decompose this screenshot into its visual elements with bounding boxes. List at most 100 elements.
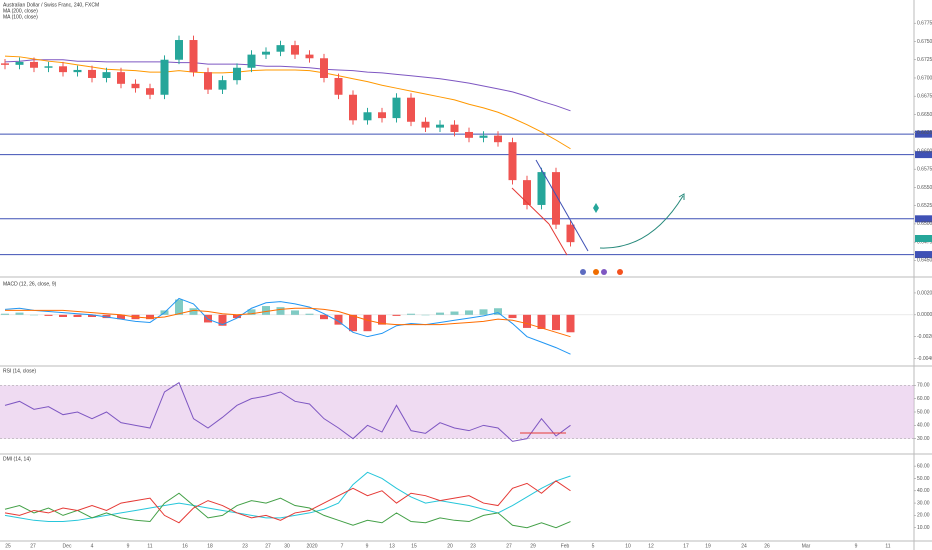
candle-body (537, 172, 546, 205)
histogram-bar (552, 314, 560, 331)
histogram-bar (189, 308, 198, 315)
x-tick-label: 9 (127, 543, 130, 549)
legend-entry: MA (200, close) (3, 8, 38, 14)
candle-body (276, 45, 285, 52)
y-tick-label: 0.00200 (917, 290, 932, 296)
histogram-bar (421, 314, 430, 316)
candle-body (320, 58, 328, 78)
candle-body (494, 135, 502, 143)
candle-body (160, 59, 169, 95)
level-tag (915, 215, 932, 223)
histogram-bar (508, 314, 517, 319)
candle-body (363, 112, 372, 121)
histogram-bar (117, 314, 125, 320)
candle-body (131, 83, 140, 89)
x-tick-label: 23 (470, 543, 476, 549)
level-tag (915, 151, 932, 159)
candle-body (44, 66, 53, 68)
histogram-bar (262, 306, 270, 315)
x-tick-label: 2020 (306, 543, 317, 549)
candle-body (189, 40, 198, 73)
diamond-marker (593, 203, 599, 213)
candle-body (291, 45, 299, 55)
histogram-bar (247, 309, 256, 315)
x-tick-label: 25 (5, 543, 11, 549)
histogram-bar (494, 308, 502, 315)
event-icon[interactable] (617, 269, 623, 275)
candle-body (59, 66, 67, 73)
y-tick-label: 60.00 (917, 396, 930, 402)
histogram-bar (465, 310, 473, 315)
histogram-bar (537, 314, 546, 330)
candle-body (1, 63, 9, 65)
histogram-bar (44, 314, 53, 316)
histogram-bar (291, 310, 299, 315)
histogram-bar (407, 313, 415, 315)
x-tick-label: 19 (705, 543, 711, 549)
histogram-bar (102, 314, 111, 319)
candle-body (566, 224, 575, 243)
candle-body (392, 97, 401, 119)
level-tag (915, 130, 932, 138)
arrow-head (678, 193, 685, 200)
x-tick-label: 12 (648, 543, 654, 549)
y-tick-label: 0.67750 (917, 21, 932, 27)
x-tick-label: 26 (764, 543, 770, 549)
pane-title: RSI (14, close) (3, 368, 36, 374)
candle-body (73, 69, 82, 73)
candle-body (218, 80, 227, 90)
y-tick-label: 30.00 (917, 500, 930, 506)
macd-line (5, 307, 571, 338)
y-tick-label: 20.00 (917, 513, 930, 519)
candle-body (305, 54, 314, 59)
histogram-bar (450, 311, 459, 315)
histogram-bar (30, 314, 38, 316)
x-tick-label: 9 (855, 543, 858, 549)
y-tick-label: 50.00 (917, 476, 930, 482)
event-icon[interactable] (580, 269, 586, 275)
macd-line (4, 297, 571, 355)
candle-body (508, 142, 517, 181)
x-tick-label: 7 (341, 543, 344, 549)
indicator-line (4, 480, 571, 524)
x-tick-label: 18 (207, 543, 213, 549)
x-tick-label: 11 (885, 543, 890, 549)
x-tick-label: 30 (284, 543, 290, 549)
candle-body (175, 40, 183, 60)
band (0, 385, 914, 439)
event-icon[interactable] (601, 269, 607, 275)
y-tick-label: -0.00200 (917, 334, 932, 340)
candle-body (204, 72, 212, 90)
candle-body (88, 69, 96, 78)
x-tick-label: 10 (625, 543, 631, 549)
x-tick-label: Feb (561, 543, 570, 549)
y-tick-label: 10.00 (917, 525, 930, 531)
histogram-bar (363, 314, 372, 332)
candle-body (247, 54, 256, 68)
pane-title: DMI (14, 14) (3, 456, 31, 462)
projection-arrow (599, 195, 684, 249)
y-tick-label: 30.00 (917, 436, 930, 442)
x-tick-label: 9 (366, 543, 369, 549)
event-icon[interactable] (593, 269, 599, 275)
histogram-bar (334, 314, 343, 325)
histogram-bar (1, 313, 9, 315)
x-tick-label: 17 (683, 543, 689, 549)
x-tick-label: 13 (389, 543, 395, 549)
x-tick-label: 24 (741, 543, 747, 549)
histogram-bar (88, 314, 96, 317)
histogram-bar (175, 299, 183, 315)
histogram-bar (233, 314, 241, 319)
candle-body (552, 172, 560, 225)
histogram-bar (378, 314, 386, 325)
